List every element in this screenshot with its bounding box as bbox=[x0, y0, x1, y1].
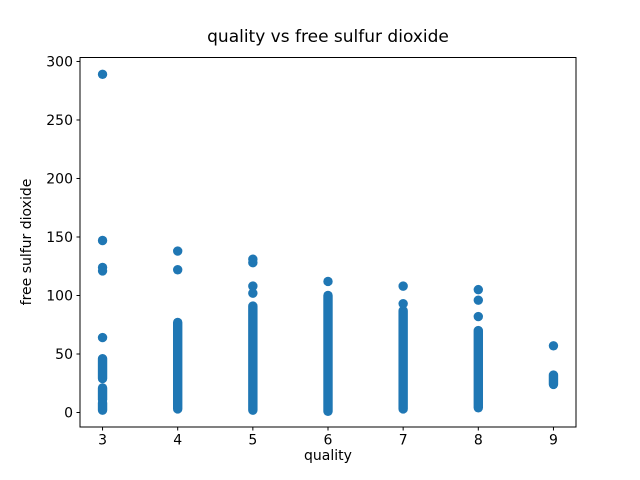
data-point bbox=[398, 281, 408, 291]
data-point bbox=[248, 258, 258, 268]
data-cluster bbox=[97, 398, 108, 415]
x-tick-label: 6 bbox=[324, 433, 333, 449]
y-tick-label: 50 bbox=[55, 347, 73, 363]
data-point bbox=[248, 288, 258, 298]
data-cluster bbox=[97, 383, 108, 405]
y-tick-label: 100 bbox=[46, 288, 73, 304]
y-tick-label: 0 bbox=[64, 405, 73, 421]
data-point bbox=[248, 281, 258, 291]
x-tick-label: 8 bbox=[474, 433, 483, 449]
data-point bbox=[473, 311, 484, 322]
y-tick-label: 250 bbox=[46, 113, 73, 129]
x-tick-label: 3 bbox=[98, 433, 107, 449]
x-axis-label: quality bbox=[304, 448, 352, 464]
data-cluster bbox=[172, 317, 183, 414]
data-cluster bbox=[248, 301, 258, 415]
data-point bbox=[97, 266, 108, 276]
data-point bbox=[97, 235, 108, 246]
data-point bbox=[97, 69, 108, 80]
data-point bbox=[172, 246, 183, 256]
chart-title: quality vs free sulfur dioxide bbox=[207, 27, 449, 47]
y-tick-label: 150 bbox=[46, 230, 73, 246]
data-cluster bbox=[473, 325, 484, 413]
data-point bbox=[548, 341, 559, 351]
data-cluster bbox=[398, 305, 408, 414]
data-cluster bbox=[97, 353, 108, 384]
data-point bbox=[473, 295, 484, 305]
x-tick-label: 9 bbox=[549, 433, 558, 449]
y-tick-label: 200 bbox=[46, 171, 73, 187]
x-tick-label: 4 bbox=[173, 433, 182, 449]
data-point bbox=[323, 276, 333, 287]
data-cluster bbox=[548, 370, 559, 390]
data-point bbox=[97, 332, 108, 343]
data-point bbox=[172, 265, 183, 275]
data-point bbox=[473, 284, 484, 295]
x-tick-label: 7 bbox=[399, 433, 408, 449]
y-axis-label: free sulfur dioxide bbox=[19, 178, 35, 306]
x-tick-label: 5 bbox=[248, 433, 257, 449]
data-point bbox=[398, 298, 408, 309]
data-cluster bbox=[323, 290, 333, 417]
y-tick-label: 300 bbox=[46, 54, 73, 70]
